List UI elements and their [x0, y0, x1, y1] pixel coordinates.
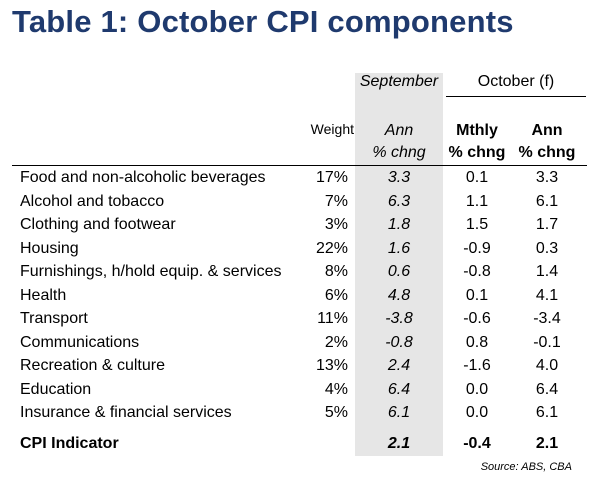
row-name: Insurance & financial services — [20, 404, 232, 421]
row-october-ann: 4.1 — [535, 286, 559, 304]
row-weight: 3% — [324, 216, 348, 233]
row-october-mthly: 0.8 — [465, 333, 489, 351]
row-october-mthly: 0.1 — [465, 286, 489, 304]
row-october-ann: 1.7 — [535, 216, 559, 233]
row-weight: 11% — [317, 310, 348, 327]
table-row: Food and non-alcoholic beverages 17% 3.3 0.… — [0, 166, 590, 189]
row-october-ann: 3.3 — [535, 169, 559, 186]
row-name: Recreation & culture — [20, 357, 165, 374]
row-weight: 17% — [315, 169, 348, 186]
row-october-mthly: 0.0 — [465, 380, 489, 398]
row-september-ann: 1.6 — [387, 239, 411, 257]
row-october-ann: -3.4 — [533, 310, 561, 327]
table-title: Table 1: October CPI components — [12, 4, 514, 39]
row-september-ann: -3.8 — [385, 310, 413, 327]
row-october-ann: 0.3 — [535, 239, 559, 257]
row-october-ann: 4.0 — [535, 357, 559, 374]
table-row: Recreation & culture 13% 2.4 -1.6 4.0 — [0, 354, 590, 377]
row-october-ann: 6.1 — [535, 192, 559, 210]
row-name: Transport — [20, 310, 88, 327]
row-name: Furnishings, h/hold equip. & services — [20, 263, 282, 280]
row-october-mthly: -1.6 — [463, 357, 491, 374]
header-rule — [12, 165, 587, 166]
september-column-shading — [355, 73, 443, 456]
row-october-ann: 6.1 — [535, 404, 559, 421]
row-weight: 5% — [324, 404, 348, 421]
october-mthly-header-line1: Mthly — [456, 122, 498, 139]
october-ann-header-line1: Ann — [531, 122, 563, 139]
row-weight: 7% — [324, 192, 348, 210]
row-october-mthly: 0.1 — [465, 169, 489, 186]
row-september-ann: 4.8 — [387, 286, 411, 304]
september-header: September — [359, 73, 439, 90]
row-name: Food and non-alcoholic beverages — [20, 169, 266, 186]
row-weight: 22% — [315, 239, 348, 257]
row-weight: 13% — [315, 357, 348, 374]
october-ann-header-line2: % chng — [518, 144, 576, 161]
row-september-ann: 3.3 — [387, 169, 411, 186]
row-name: Clothing and footwear — [20, 216, 176, 233]
table-row: Insurance & financial services 5% 6.1 0.0 6.… — [0, 401, 590, 424]
october-mthly-header: Mthly % chng — [444, 120, 510, 164]
row-september-ann: 0.6 — [387, 263, 411, 280]
row-name: Communications — [20, 333, 140, 351]
september-ann-header-line1: Ann — [384, 122, 414, 139]
row-name: Housing — [20, 239, 79, 257]
row-weight: 2% — [324, 333, 348, 351]
row-september-ann: 6.4 — [387, 380, 411, 398]
row-name: Education — [20, 380, 92, 398]
row-september-ann: 6.3 — [387, 192, 411, 210]
total-row-october-ann: 2.1 — [535, 435, 559, 452]
row-october-mthly: -0.8 — [463, 263, 491, 280]
october-mthly-header-line2: % chng — [448, 144, 506, 161]
october-ann-header: Ann % chng — [512, 120, 582, 164]
row-october-mthly: 1.1 — [465, 192, 489, 210]
weight-column-header: Weight — [310, 121, 354, 137]
row-october-mthly: 0.0 — [465, 404, 489, 421]
table-row: Education 4% 6.4 0.0 6.4 — [0, 378, 590, 401]
total-row: CPI Indicator 2.1 -0.4 2.1 — [0, 432, 590, 455]
row-september-ann: 1.8 — [387, 216, 411, 233]
table-row: Alcohol and tobacco 7% 6.3 1.1 6.1 — [0, 190, 590, 213]
row-october-ann: 6.4 — [535, 380, 559, 398]
total-row-name: CPI Indicator — [20, 435, 119, 452]
row-september-ann: -0.8 — [385, 333, 413, 351]
table-row: Clothing and footwear 3% 1.8 1.5 1.7 — [0, 213, 590, 236]
total-row-october-mthly: -0.4 — [463, 435, 491, 452]
september-ann-header: Ann % chng — [355, 120, 443, 164]
table-row: Communications 2% -0.8 0.8 -0.1 — [0, 331, 590, 354]
october-header-underline — [446, 96, 586, 97]
row-october-mthly: -0.9 — [463, 239, 491, 257]
row-september-ann: 2.4 — [387, 357, 411, 374]
table-row: Housing 22% 1.6 -0.9 0.3 — [0, 237, 590, 260]
row-october-ann: -0.1 — [533, 333, 561, 351]
row-october-ann: 1.4 — [535, 263, 559, 280]
table-row: Transport 11% -3.8 -0.6 -3.4 — [0, 307, 590, 330]
row-october-mthly: -0.6 — [463, 310, 491, 327]
row-september-ann: 6.1 — [387, 404, 411, 421]
october-header: October (f) — [477, 73, 555, 90]
row-weight: 4% — [324, 380, 348, 398]
row-weight: 8% — [324, 263, 348, 280]
table-row: Furnishings, h/hold equip. & services 8% 0… — [0, 260, 590, 283]
row-weight: 6% — [324, 286, 348, 304]
row-october-mthly: 1.5 — [465, 216, 489, 233]
september-ann-header-line2: % chng — [372, 144, 426, 161]
source-note: Source: ABS, CBA — [480, 461, 572, 473]
row-name: Alcohol and tobacco — [20, 192, 165, 210]
table-row: Health 6% 4.8 0.1 4.1 — [0, 284, 590, 307]
total-row-september-ann: 2.1 — [387, 435, 411, 452]
row-name: Health — [20, 286, 67, 304]
